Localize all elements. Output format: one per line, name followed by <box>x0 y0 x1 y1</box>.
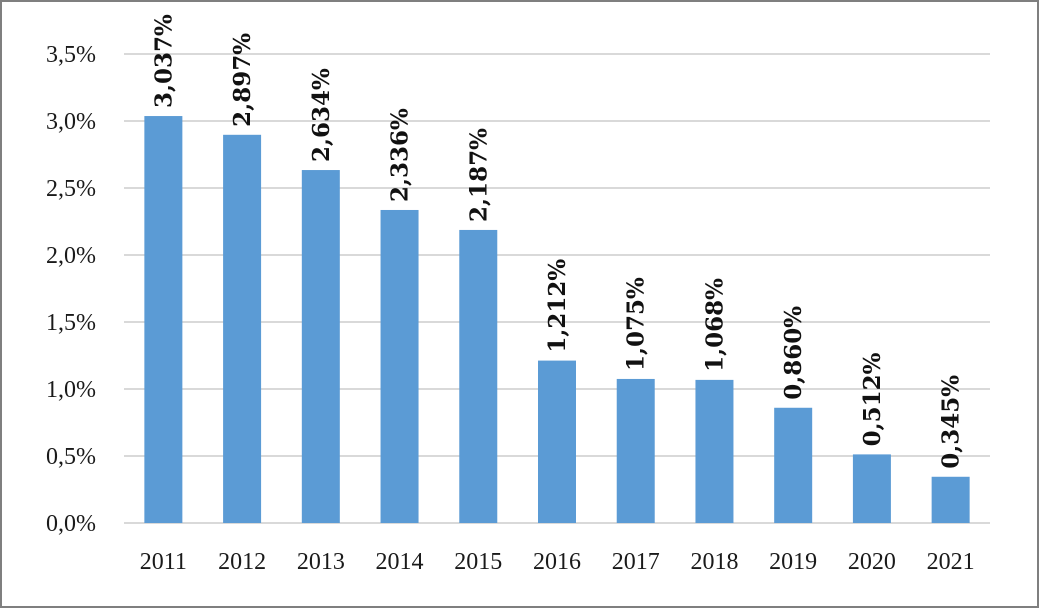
y-tick-label: 1,5% <box>46 310 96 336</box>
bar <box>380 209 419 523</box>
data-label: 2,187% <box>465 128 492 222</box>
x-tick-label: 2019 <box>769 549 817 575</box>
data-label: 3,037% <box>150 14 177 108</box>
bar <box>223 134 262 523</box>
bar <box>459 229 498 523</box>
x-tick-label: 2011 <box>140 549 187 575</box>
y-tick-label: 0,0% <box>46 511 96 537</box>
x-tick-label: 2013 <box>297 549 345 575</box>
bars <box>144 116 970 524</box>
y-tick-label: 1,0% <box>46 377 96 403</box>
data-label: 1,212% <box>544 259 571 353</box>
y-tick-label: 2,5% <box>46 176 96 202</box>
x-axis-tick-labels: 2011 2012 2013 2014 2015 2016 2017 2018 2019 2020… <box>140 549 975 575</box>
bar <box>538 360 576 523</box>
y-axis-tick-labels: 0,0% 0,5% 1,0% 1,5% 2,0% 2,5% 3,0% 3,5% <box>46 42 96 537</box>
data-label: 1,075% <box>623 277 650 371</box>
y-tick-label: 3,5% <box>46 42 96 68</box>
bar <box>616 378 655 523</box>
bar <box>774 407 813 523</box>
x-tick-label: 2020 <box>848 549 896 575</box>
x-tick-label: 2015 <box>454 549 502 575</box>
x-tick-label: 2016 <box>533 549 581 575</box>
y-tick-label: 0,5% <box>46 444 96 470</box>
data-label: 2,634% <box>308 68 335 162</box>
data-label: 2,897% <box>229 33 256 127</box>
bar <box>931 476 970 523</box>
x-tick-label: 2017 <box>612 549 660 575</box>
x-tick-label: 2018 <box>690 549 738 575</box>
y-tick-label: 3,0% <box>46 109 96 135</box>
data-label: 2,336% <box>387 108 414 202</box>
data-label: 0,860% <box>780 306 807 400</box>
x-tick-label: 2012 <box>218 549 266 575</box>
bar <box>144 116 183 524</box>
bar <box>695 379 734 523</box>
bar <box>301 170 340 523</box>
data-label: 0,512% <box>859 352 886 446</box>
y-tick-label: 2,0% <box>46 243 96 269</box>
data-label: 0,345% <box>938 375 965 469</box>
data-labels: 3,037% 2,897% 2,634% 2,336% 2,187% 1,212% 1,07… <box>150 14 964 469</box>
data-label: 1,068% <box>701 278 728 372</box>
bar <box>852 454 891 523</box>
x-tick-label: 2014 <box>376 549 424 575</box>
x-tick-label: 2021 <box>927 549 975 575</box>
